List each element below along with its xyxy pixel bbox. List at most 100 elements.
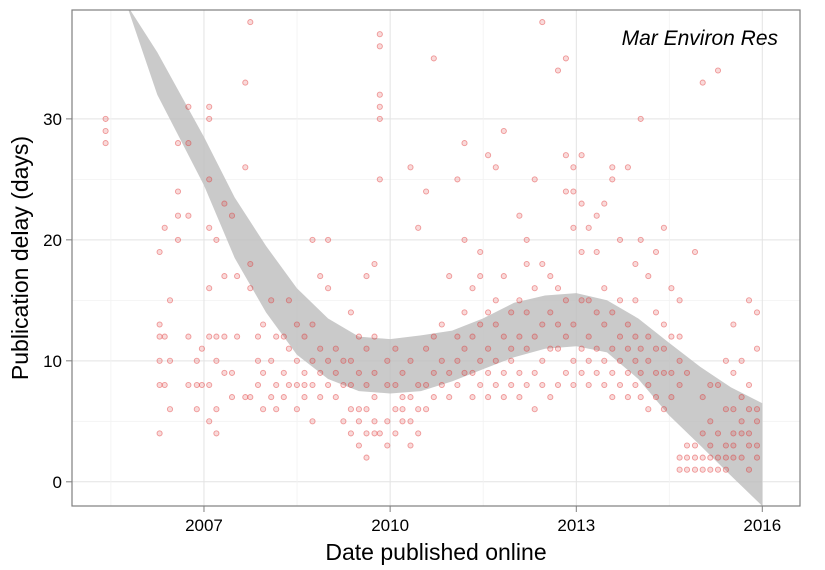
- data-point: [652, 309, 660, 316]
- data-point: [198, 381, 205, 389]
- data-point: [423, 188, 430, 195]
- data-point: [407, 418, 414, 425]
- data-point: [523, 381, 530, 389]
- data-point: [753, 406, 761, 413]
- data-point: [745, 381, 753, 389]
- data-point: [585, 333, 592, 340]
- data-point: [637, 236, 644, 243]
- data-point: [570, 224, 577, 231]
- data-point: [392, 381, 399, 389]
- data-point: [531, 176, 538, 183]
- data-point: [446, 394, 453, 401]
- data-point: [508, 345, 515, 352]
- data-point: [492, 297, 499, 304]
- data-point: [477, 357, 484, 364]
- data-point: [469, 285, 476, 292]
- data-point: [347, 381, 354, 389]
- data-point: [384, 442, 391, 449]
- data-point: [753, 418, 761, 425]
- data-point: [585, 357, 592, 364]
- data-point: [616, 381, 624, 389]
- data-point: [193, 381, 200, 389]
- data-point: [492, 164, 499, 171]
- data-point: [554, 67, 562, 74]
- data-point: [273, 381, 280, 389]
- data-point: [624, 394, 631, 401]
- data-point: [161, 333, 168, 340]
- data-point: [156, 381, 163, 389]
- data-point: [280, 369, 287, 376]
- data-point: [185, 140, 192, 147]
- data-point: [347, 406, 354, 413]
- data-point: [492, 321, 499, 328]
- data-point: [213, 333, 220, 340]
- data-point: [355, 333, 362, 340]
- data-point: [454, 381, 461, 389]
- data-point: [676, 381, 683, 389]
- data-point: [423, 406, 430, 413]
- data-point: [185, 212, 192, 219]
- data-point: [185, 333, 192, 340]
- data-point: [371, 369, 378, 376]
- data-point: [492, 357, 499, 364]
- data-point: [102, 140, 109, 147]
- data-point: [242, 164, 249, 171]
- data-point: [332, 369, 339, 376]
- data-points: [102, 19, 761, 473]
- data-point: [691, 466, 699, 473]
- data-point: [317, 273, 324, 280]
- data-point: [285, 297, 292, 304]
- data-point: [185, 381, 192, 389]
- data-point: [585, 224, 592, 231]
- data-point: [738, 454, 745, 461]
- data-point: [691, 248, 699, 256]
- data-point: [102, 127, 109, 135]
- data-point: [601, 321, 608, 328]
- data-point: [206, 115, 213, 122]
- data-point: [156, 357, 163, 364]
- data-point: [722, 357, 729, 364]
- data-point: [317, 345, 324, 352]
- data-point: [722, 466, 729, 473]
- y-tick-label: 10: [43, 352, 62, 371]
- data-point: [668, 394, 675, 401]
- data-point: [585, 297, 592, 304]
- data-point: [363, 381, 370, 389]
- data-point: [260, 321, 267, 328]
- data-point: [355, 418, 362, 425]
- data-point: [707, 466, 714, 473]
- data-point: [438, 381, 445, 389]
- data-point: [347, 357, 354, 364]
- x-tick-label: 2007: [185, 516, 223, 535]
- data-point: [161, 381, 168, 389]
- data-point: [293, 357, 300, 364]
- data-point: [593, 345, 600, 352]
- y-tick-label: 0: [53, 473, 62, 492]
- data-point: [500, 273, 507, 280]
- data-point: [477, 248, 484, 256]
- data-point: [699, 466, 706, 473]
- data-point: [554, 321, 562, 328]
- data-point: [516, 212, 523, 219]
- data-point: [683, 369, 691, 376]
- data-point: [399, 406, 406, 413]
- data-point: [593, 309, 600, 316]
- data-point: [355, 369, 362, 376]
- data-point: [637, 345, 644, 352]
- data-point: [469, 394, 476, 401]
- data-point: [174, 140, 182, 147]
- data-point: [268, 394, 275, 401]
- data-point: [745, 297, 753, 304]
- data-point: [730, 442, 737, 449]
- data-point: [363, 454, 370, 461]
- data-point: [198, 345, 205, 352]
- data-point: [562, 152, 569, 159]
- data-point: [446, 369, 453, 376]
- data-point: [446, 273, 453, 280]
- data-point: [707, 454, 714, 461]
- data-point: [206, 103, 213, 110]
- data-point: [707, 418, 714, 425]
- data-point: [454, 176, 461, 183]
- data-point: [683, 442, 691, 449]
